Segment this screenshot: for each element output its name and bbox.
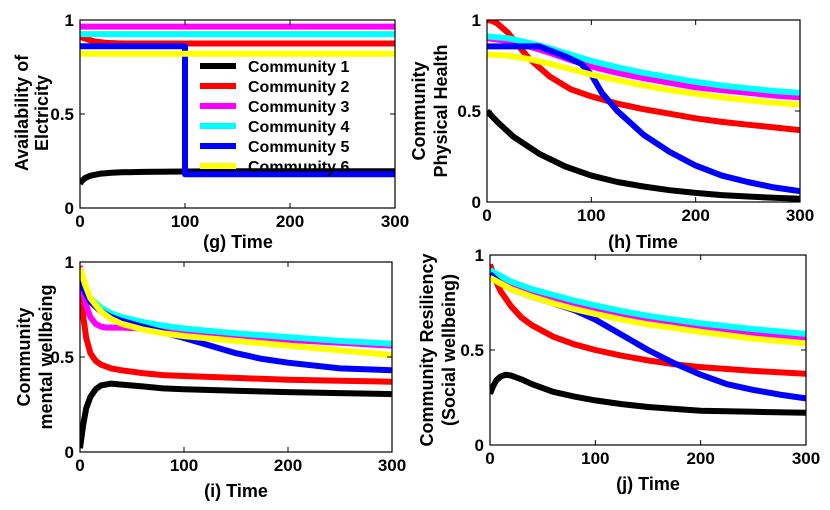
x-tick-label: 300 — [792, 449, 820, 468]
x-tick-label: 0 — [75, 456, 84, 475]
y-axis-label-line-1: Community Resiliency — [417, 253, 437, 446]
x-axis-label: (h) Time — [608, 232, 678, 252]
series-line-4 — [490, 267, 806, 337]
x-tick-label: 0 — [485, 449, 494, 468]
series-line-2 — [80, 34, 395, 47]
series-line-6 — [80, 266, 392, 359]
y-tick-label: 0 — [65, 199, 74, 218]
x-tick-label: 200 — [686, 449, 714, 468]
series-line-2 — [490, 263, 806, 377]
series-line-6 — [487, 51, 800, 108]
x-tick-label: 100 — [577, 206, 605, 225]
series-line-1 — [80, 380, 392, 449]
legend-entry: Community 6 — [248, 159, 349, 176]
series-line-2 — [80, 280, 392, 385]
x-axis-label: (i) Time — [204, 481, 268, 501]
x-tick-label: 200 — [276, 212, 304, 231]
y-axis-label-line-1: Community — [409, 62, 429, 161]
series-line-6 — [490, 275, 806, 347]
x-axis-label: (g) Time — [203, 232, 273, 252]
legend-entry: Community 1 — [248, 59, 349, 76]
axes-frame — [79, 261, 393, 453]
series-line-2 — [487, 20, 800, 134]
chart-panel-1: 0 100 200 300 0 0.5 1 (g) Time Availability of El… — [12, 11, 409, 252]
legend-entry: Community 3 — [248, 99, 349, 116]
x-tick-label: 100 — [171, 212, 199, 231]
y-axis-label-line-2: (Social wellbeing) — [439, 274, 459, 426]
legend-entry: Community 5 — [248, 139, 349, 156]
legend: Community 1 Community 2 Community 3 Communi… — [200, 59, 349, 176]
y-tick-label: 0.5 — [50, 348, 74, 367]
x-axis-label: (j) Time — [616, 474, 680, 494]
y-axis-label-line-1: Community — [14, 308, 34, 407]
series-line-1 — [487, 108, 800, 202]
y-tick-label: 0 — [65, 443, 74, 462]
y-tick-label: 1 — [65, 253, 74, 272]
y-tick-label: 0.5 — [460, 341, 484, 360]
x-tick-label: 0 — [75, 212, 84, 231]
series-line-4 — [80, 275, 392, 347]
x-tick-label: 300 — [381, 212, 409, 231]
x-tick-label: 300 — [378, 456, 406, 475]
series-line-1 — [490, 371, 806, 416]
legend-entry: Community 4 — [248, 119, 349, 136]
y-tick-label: 0.5 — [50, 105, 74, 124]
x-tick-label: 100 — [170, 456, 198, 475]
y-axis-label-line-2: Physical Health — [431, 44, 451, 177]
y-tick-label: 0 — [472, 193, 481, 212]
y-tick-label: 0 — [475, 436, 484, 455]
x-tick-label: 0 — [482, 206, 491, 225]
y-tick-label: 1 — [65, 11, 74, 30]
chart-panel-2: 0 100 200 300 0 0.5 1 (h) Time Community Physical… — [409, 11, 814, 252]
legend-entry: Community 2 — [248, 79, 349, 96]
y-tick-label: 1 — [472, 11, 481, 30]
chart-panel-4: 0 100 200 300 0 0.5 1 (j) Time Community Resilie… — [417, 246, 820, 494]
series-line-3 — [490, 271, 806, 342]
x-tick-label: 200 — [274, 456, 302, 475]
series-line-5 — [487, 43, 800, 195]
series-line-5 — [80, 43, 395, 178]
y-tick-label: 0.5 — [457, 102, 481, 121]
x-tick-label: 300 — [786, 206, 814, 225]
chart-panel-3: 0 100 200 300 0 0.5 1 (i) Time Community mental w… — [14, 253, 406, 501]
y-tick-label: 1 — [475, 246, 484, 265]
x-tick-label: 100 — [581, 449, 609, 468]
x-tick-label: 200 — [681, 206, 709, 225]
y-axis-label-line-2: Elctricity — [32, 75, 52, 151]
y-axis-label-line-1: Availability of — [12, 54, 32, 171]
y-axis-label-line-2: mental wellbeing — [36, 284, 56, 429]
